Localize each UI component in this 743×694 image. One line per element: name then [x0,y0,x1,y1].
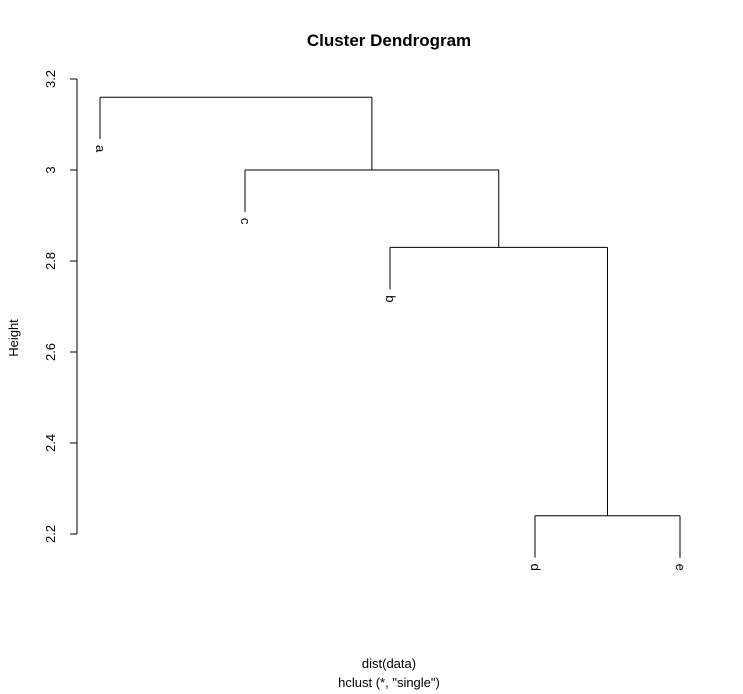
y-tick-label: 3 [43,166,58,173]
y-tick-label: 2.2 [43,525,58,543]
y-tick-label: 2.4 [43,434,58,452]
leaf-label: e [673,564,688,571]
leaf-label: a [93,145,108,153]
chart-title: Cluster Dendrogram [307,31,471,50]
x-axis-label: dist(data) [362,656,416,671]
y-axis-label: Height [6,319,21,357]
leaf-label: c [238,218,253,225]
leaf-label: d [528,564,543,571]
leaf-label: b [383,295,398,302]
y-tick-label: 2.8 [43,252,58,270]
y-tick-label: 3.2 [43,70,58,88]
subtitle: hclust (*, "single") [338,675,440,690]
y-tick-label: 2.6 [43,343,58,361]
